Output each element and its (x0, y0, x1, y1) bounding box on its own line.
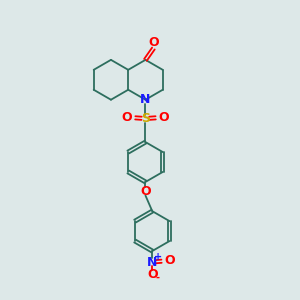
Text: S: S (141, 112, 150, 125)
Text: N: N (140, 93, 151, 106)
Text: O: O (140, 185, 151, 198)
Text: O: O (147, 268, 158, 281)
Text: O: O (148, 36, 159, 49)
Text: +: + (154, 252, 162, 262)
Text: O: O (122, 111, 132, 124)
Text: N: N (147, 256, 158, 269)
Text: O: O (165, 254, 175, 267)
Text: O: O (159, 111, 170, 124)
Text: -: - (155, 273, 159, 283)
